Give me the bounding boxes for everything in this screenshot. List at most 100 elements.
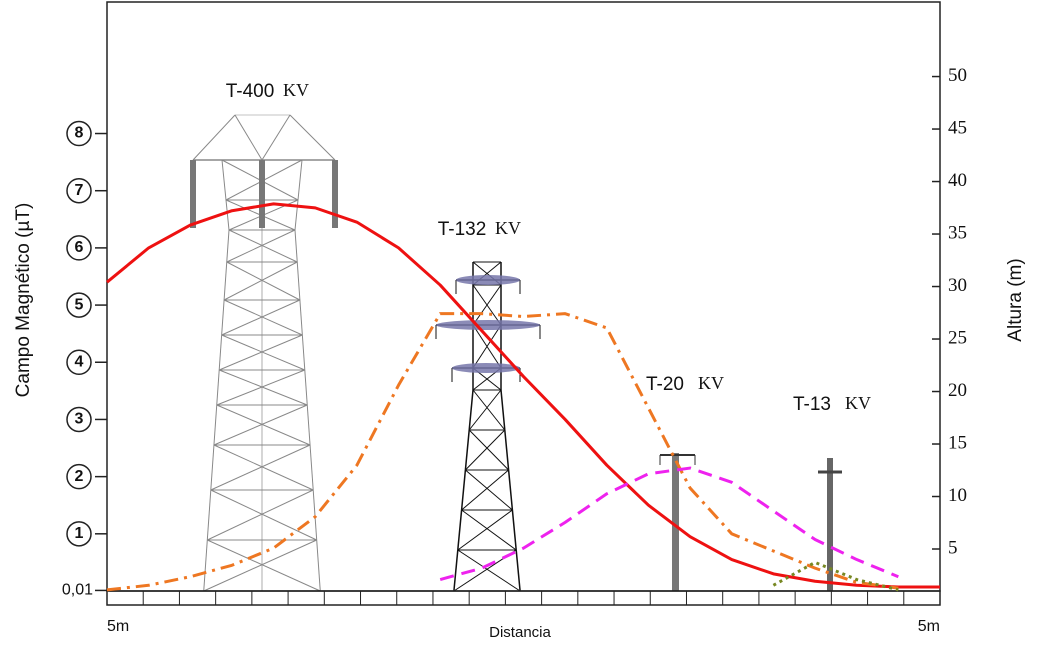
tick-circle: [66, 292, 92, 318]
y-tick-label: 0,01: [62, 582, 93, 599]
tower-part: [511, 509, 517, 551]
tower-part: [457, 549, 521, 592]
tick-circle: [66, 120, 92, 147]
tower-part: [504, 429, 510, 471]
tower-part: [468, 429, 509, 471]
insulator: [456, 275, 520, 285]
tower-part: [472, 284, 502, 326]
tower-part: [225, 199, 230, 231]
tower-part: [216, 369, 220, 406]
tower-unit: KV: [845, 393, 871, 413]
tower-part: [306, 404, 311, 446]
y-tick-label: 4: [75, 353, 84, 370]
tower-part: [465, 469, 513, 511]
tower-part: [210, 444, 311, 491]
tower-label: T-20: [646, 374, 684, 395]
tower-part: [213, 444, 314, 491]
y2-tick-label: 45: [948, 117, 967, 138]
tick-circle: [66, 463, 92, 490]
tower-part: [223, 261, 228, 301]
tower-part: [213, 404, 308, 446]
y-tick-label: 7: [75, 182, 84, 199]
tower-part: [234, 114, 263, 161]
tower-part: [299, 299, 303, 336]
tower-part: [213, 404, 218, 446]
tower-part: [216, 369, 305, 406]
tower-part: [226, 261, 301, 301]
tower-part: [219, 369, 308, 406]
tower-part: [206, 489, 212, 541]
tower-part: [207, 539, 321, 592]
insulator: [332, 160, 338, 228]
insulator: [190, 160, 196, 228]
y-tick-label: 6: [75, 239, 84, 256]
tower-unit: KV: [495, 218, 521, 238]
tower-part: [301, 334, 306, 371]
insulator: [259, 160, 265, 228]
series-line: [439, 466, 899, 582]
tower-part: [226, 229, 230, 263]
pole: [672, 453, 679, 591]
tower-part: [221, 299, 225, 336]
tower-part: [472, 389, 506, 431]
tick-circle: [66, 349, 92, 376]
tower-part: [203, 539, 317, 592]
y-tick-label: 3: [75, 411, 84, 428]
tower-part: [261, 114, 291, 161]
tower-label: T-400: [226, 81, 275, 102]
tower-part: [296, 261, 301, 301]
tower-part: [221, 159, 227, 201]
insulator: [436, 320, 540, 330]
tower-part: [453, 549, 459, 592]
tower-part: [468, 389, 502, 431]
y2-tick-label: 15: [948, 432, 967, 453]
tower-part: [507, 469, 514, 511]
tower-part: [210, 489, 317, 541]
tower-part: [226, 229, 296, 263]
x-end-label: 5m: [107, 618, 129, 635]
series-line: [772, 560, 899, 592]
tower-part: [289, 114, 336, 161]
tower-part: [223, 261, 298, 301]
tower-part: [515, 549, 521, 592]
y2-tick-label: 50: [948, 65, 967, 86]
x-axis-label: Distancia: [489, 624, 551, 641]
tower-illustrations: [190, 114, 842, 592]
y-tick-label: 2: [75, 468, 84, 485]
tower-part: [297, 159, 303, 201]
y-tick-label: 8: [75, 125, 84, 142]
tick-circle: [66, 521, 92, 547]
tower-part: [219, 334, 303, 371]
tower-label: T-13: [793, 394, 831, 415]
y2-axis-label: Altura (m): [1005, 258, 1026, 341]
y2-tick-label: 20: [948, 380, 967, 401]
y-tick-label: 1: [75, 525, 84, 542]
tower-unit: KV: [283, 80, 309, 100]
tick-circle: [66, 177, 92, 204]
series-line: [106, 312, 899, 592]
y-axis-label: Campo Magnético (µT): [13, 203, 34, 398]
tower-part: [461, 509, 517, 551]
tower-part: [228, 229, 298, 263]
tower-part: [465, 429, 506, 471]
tower-part: [218, 334, 223, 371]
y2-tick-label: 10: [948, 485, 967, 506]
tower-part: [309, 444, 314, 491]
y2-tick-label: 35: [948, 222, 967, 243]
x-ruler: [106, 590, 941, 606]
tower-part: [472, 324, 502, 369]
y2-tick-label: 25: [948, 327, 967, 348]
tick-circle: [66, 235, 92, 261]
tower-part: [216, 404, 311, 446]
pole: [827, 458, 833, 591]
tower-unit: KV: [698, 373, 724, 393]
tower-part: [457, 509, 463, 551]
y2-tick-label: 5: [948, 537, 958, 558]
tower-part: [461, 469, 509, 511]
tick-circle: [66, 406, 92, 433]
series-line: [106, 202, 940, 589]
insulator: [452, 363, 520, 373]
y2-tick-label: 40: [948, 170, 967, 191]
tower-part: [192, 114, 236, 161]
